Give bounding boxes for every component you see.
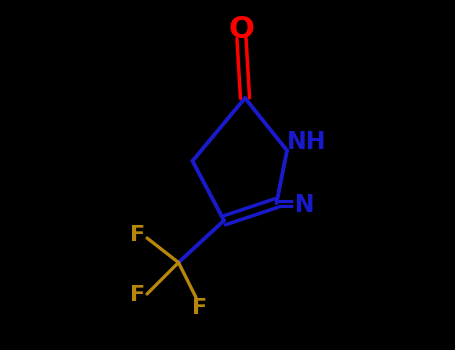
Text: NH: NH [287,130,326,154]
Text: O: O [228,15,254,44]
Text: =N: =N [276,193,315,217]
Text: F: F [130,225,145,245]
Text: F: F [130,285,145,305]
Text: F: F [192,298,207,318]
